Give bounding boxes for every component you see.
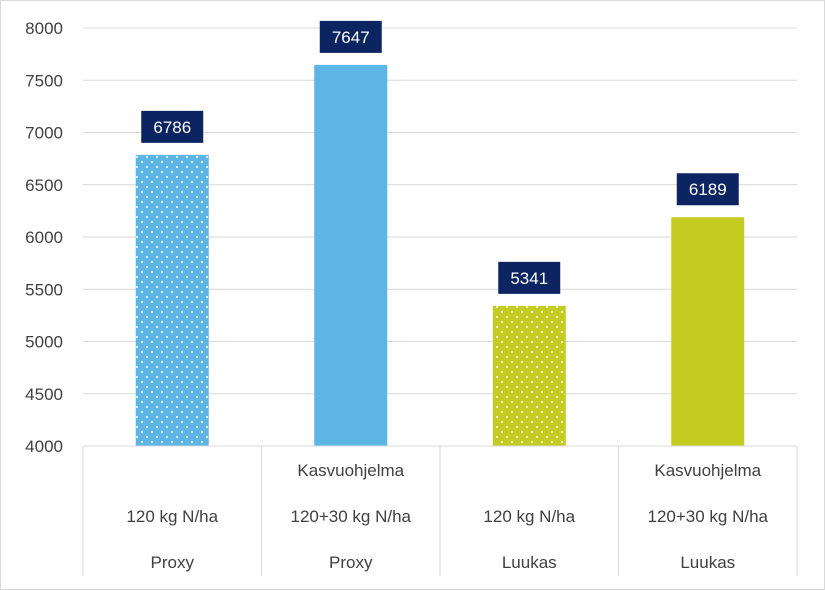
y-tick-label: 6500 bbox=[25, 176, 63, 195]
category-axis: 120 kg N/ha Proxy Kasvuohjelma 120+30 kg N/… bbox=[82, 445, 798, 576]
data-label: 5341 bbox=[510, 269, 548, 288]
category-label: Kasvuohjelma bbox=[297, 461, 404, 480]
data-label: 7647 bbox=[332, 28, 370, 47]
data-label-box bbox=[498, 261, 561, 294]
bars bbox=[135, 64, 745, 447]
data-label-box bbox=[319, 20, 382, 53]
y-tick-label: 6000 bbox=[25, 228, 63, 247]
y-tick-label: 5000 bbox=[25, 333, 63, 352]
category-label: 120 kg N/ha bbox=[126, 507, 218, 526]
y-axis-tick-labels: 4000 4500 5000 5500 6000 6500 7000 7500 8000 bbox=[25, 19, 63, 456]
y-tick-label: 7500 bbox=[25, 71, 63, 90]
category-label: Luukas bbox=[680, 553, 735, 572]
category-label: Proxy bbox=[329, 553, 373, 572]
data-label: 6189 bbox=[689, 180, 727, 199]
data-label-box bbox=[141, 110, 204, 143]
bar bbox=[135, 154, 209, 446]
category-label: 120+30 kg N/ha bbox=[290, 507, 411, 526]
bar bbox=[671, 217, 745, 446]
y-tick-label: 7000 bbox=[25, 124, 63, 143]
y-tick-label: 5500 bbox=[25, 280, 63, 299]
bar bbox=[314, 64, 388, 447]
y-tick-label: 4500 bbox=[25, 385, 63, 404]
category-label: 120+30 kg N/ha bbox=[647, 507, 768, 526]
y-tick-label: 4000 bbox=[25, 437, 63, 456]
category-label: Proxy bbox=[151, 553, 195, 572]
data-label-box bbox=[676, 173, 739, 206]
category-label: 120 kg N/ha bbox=[483, 507, 575, 526]
category-label: Luukas bbox=[502, 553, 557, 572]
bar bbox=[492, 305, 566, 446]
category-label: Kasvuohjelma bbox=[654, 461, 761, 480]
data-labels: 6786 7647 5341 6189 bbox=[141, 20, 739, 294]
data-label: 6786 bbox=[153, 118, 191, 137]
y-tick-label: 8000 bbox=[25, 19, 63, 38]
